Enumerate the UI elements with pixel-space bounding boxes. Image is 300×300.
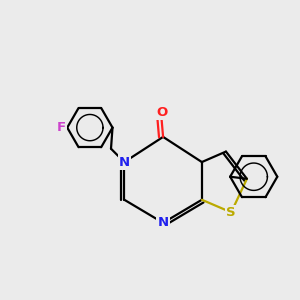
Text: N: N xyxy=(119,155,130,169)
Text: O: O xyxy=(156,106,167,119)
Text: S: S xyxy=(226,206,236,219)
Text: F: F xyxy=(57,121,66,134)
Text: N: N xyxy=(158,216,169,229)
